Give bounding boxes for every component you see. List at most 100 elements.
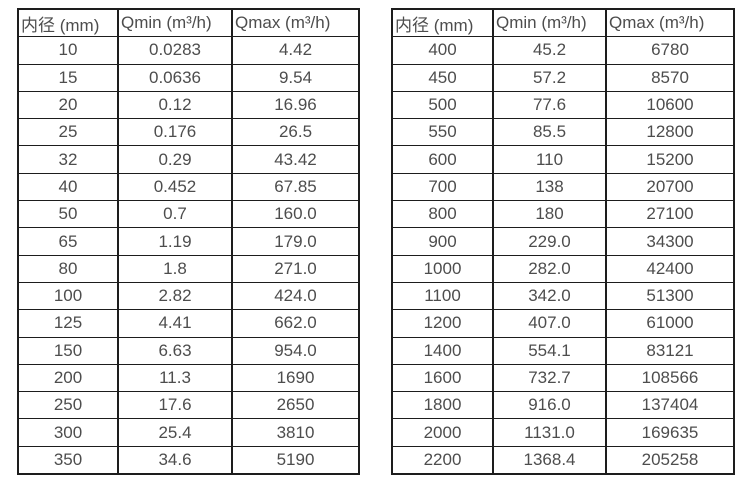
table-cell: 45.2 bbox=[492, 36, 607, 65]
table-cell: 65 bbox=[17, 227, 119, 256]
table-cell: 16.96 bbox=[231, 90, 360, 120]
table-cell: 2200 bbox=[391, 445, 494, 475]
column-header-inner-diameter: 内径 (mm) bbox=[17, 8, 119, 38]
table-cell: 450 bbox=[391, 63, 494, 92]
table-row: 500 77.6 10600 bbox=[391, 90, 735, 120]
table-cell: 271.0 bbox=[231, 254, 360, 283]
table-cell: 200 bbox=[17, 363, 119, 393]
flow-table-small-diameters: 内径 (mm) Qmin (m³/h) Qmax (m³/h) 10 0.0283… bbox=[17, 8, 360, 476]
table-row: 80 1.8 271.0 bbox=[17, 254, 360, 283]
table-cell: 2.82 bbox=[117, 281, 233, 311]
table-cell: 10600 bbox=[605, 90, 735, 120]
table-cell: 57.2 bbox=[492, 63, 607, 92]
table-cell: 108566 bbox=[605, 363, 735, 393]
table-cell: 1368.4 bbox=[492, 445, 607, 475]
table-cell: 32 bbox=[17, 145, 119, 174]
table-row: 20 0.12 16.96 bbox=[17, 90, 360, 120]
table-cell: 34.6 bbox=[117, 445, 233, 475]
table-row: 2200 1368.4 205258 bbox=[391, 445, 735, 475]
table-cell: 954.0 bbox=[231, 336, 360, 365]
table-cell: 700 bbox=[391, 172, 494, 202]
table-cell: 800 bbox=[391, 200, 494, 229]
table-cell: 9.54 bbox=[231, 63, 360, 92]
column-header-qmin: Qmin (m³/h) bbox=[492, 8, 607, 38]
table-cell: 1800 bbox=[391, 391, 494, 420]
table-cell: 27100 bbox=[605, 200, 735, 229]
table-cell: 83121 bbox=[605, 336, 735, 365]
table-cell: 137404 bbox=[605, 391, 735, 420]
table-cell: 1200 bbox=[391, 309, 494, 338]
table-cell: 77.6 bbox=[492, 90, 607, 120]
table-cell: 300 bbox=[17, 418, 119, 447]
table-cell: 12800 bbox=[605, 118, 735, 147]
table-body-small-diameters: 10 0.0283 4.42 15 0.0636 9.54 20 0.12 16.96 25 0.1… bbox=[17, 36, 360, 475]
table-cell: 1.19 bbox=[117, 227, 233, 256]
table-cell: 4.41 bbox=[117, 309, 233, 338]
table-cell: 61000 bbox=[605, 309, 735, 338]
table-row: 350 34.6 5190 bbox=[17, 445, 360, 475]
table-row: 200 11.3 1690 bbox=[17, 363, 360, 393]
table-cell: 554.1 bbox=[492, 336, 607, 365]
column-header-inner-diameter: 内径 (mm) bbox=[391, 8, 494, 38]
table-row: 15 0.0636 9.54 bbox=[17, 63, 360, 92]
table-row: 1000 282.0 42400 bbox=[391, 254, 735, 283]
table-cell: 169635 bbox=[605, 418, 735, 447]
table-cell: 1131.0 bbox=[492, 418, 607, 447]
table-cell: 229.0 bbox=[492, 227, 607, 256]
table-cell: 20 bbox=[17, 90, 119, 120]
table-cell: 110 bbox=[492, 145, 607, 174]
table-row: 1200 407.0 61000 bbox=[391, 309, 735, 338]
table-cell: 662.0 bbox=[231, 309, 360, 338]
table-row: 450 57.2 8570 bbox=[391, 63, 735, 92]
table-row: 300 25.4 3810 bbox=[17, 418, 360, 447]
table-row: 600 110 15200 bbox=[391, 145, 735, 174]
table-cell: 1690 bbox=[231, 363, 360, 393]
table-cell: 1100 bbox=[391, 281, 494, 311]
table-row: 32 0.29 43.42 bbox=[17, 145, 360, 174]
table-row: 25 0.176 26.5 bbox=[17, 118, 360, 147]
table-row: 1800 916.0 137404 bbox=[391, 391, 735, 420]
table-cell: 43.42 bbox=[231, 145, 360, 174]
column-header-qmax: Qmax (m³/h) bbox=[231, 8, 360, 38]
table-cell: 80 bbox=[17, 254, 119, 283]
table-cell: 407.0 bbox=[492, 309, 607, 338]
table-cell: 180 bbox=[492, 200, 607, 229]
table-row: 50 0.7 160.0 bbox=[17, 200, 360, 229]
table-cell: 179.0 bbox=[231, 227, 360, 256]
table-cell: 6780 bbox=[605, 36, 735, 65]
table-cell: 0.29 bbox=[117, 145, 233, 174]
table-cell: 15 bbox=[17, 63, 119, 92]
table-header-row: 内径 (mm) Qmin (m³/h) Qmax (m³/h) bbox=[17, 8, 360, 38]
table-cell: 5190 bbox=[231, 445, 360, 475]
table-body-large-diameters: 400 45.2 6780 450 57.2 8570 500 77.6 10600 550 85.… bbox=[391, 36, 735, 475]
table-cell: 150 bbox=[17, 336, 119, 365]
table-cell: 400 bbox=[391, 36, 494, 65]
table-cell: 916.0 bbox=[492, 391, 607, 420]
table-cell: 250 bbox=[17, 391, 119, 420]
table-cell: 1400 bbox=[391, 336, 494, 365]
table-row: 800 180 27100 bbox=[391, 200, 735, 229]
table-cell: 20700 bbox=[605, 172, 735, 202]
table-row: 150 6.63 954.0 bbox=[17, 336, 360, 365]
table-row: 250 17.6 2650 bbox=[17, 391, 360, 420]
table-row: 100 2.82 424.0 bbox=[17, 281, 360, 311]
table-cell: 10 bbox=[17, 36, 119, 65]
table-cell: 34300 bbox=[605, 227, 735, 256]
table-cell: 4.42 bbox=[231, 36, 360, 65]
table-row: 40 0.452 67.85 bbox=[17, 172, 360, 202]
table-cell: 0.7 bbox=[117, 200, 233, 229]
table-row: 1600 732.7 108566 bbox=[391, 363, 735, 393]
table-cell: 282.0 bbox=[492, 254, 607, 283]
table-cell: 350 bbox=[17, 445, 119, 475]
table-cell: 0.452 bbox=[117, 172, 233, 202]
table-row: 2000 1131.0 169635 bbox=[391, 418, 735, 447]
table-row: 65 1.19 179.0 bbox=[17, 227, 360, 256]
table-row: 900 229.0 34300 bbox=[391, 227, 735, 256]
table-cell: 1600 bbox=[391, 363, 494, 393]
table-cell: 40 bbox=[17, 172, 119, 202]
table-cell: 125 bbox=[17, 309, 119, 338]
table-cell: 11.3 bbox=[117, 363, 233, 393]
table-cell: 17.6 bbox=[117, 391, 233, 420]
table-cell: 424.0 bbox=[231, 281, 360, 311]
table-cell: 51300 bbox=[605, 281, 735, 311]
